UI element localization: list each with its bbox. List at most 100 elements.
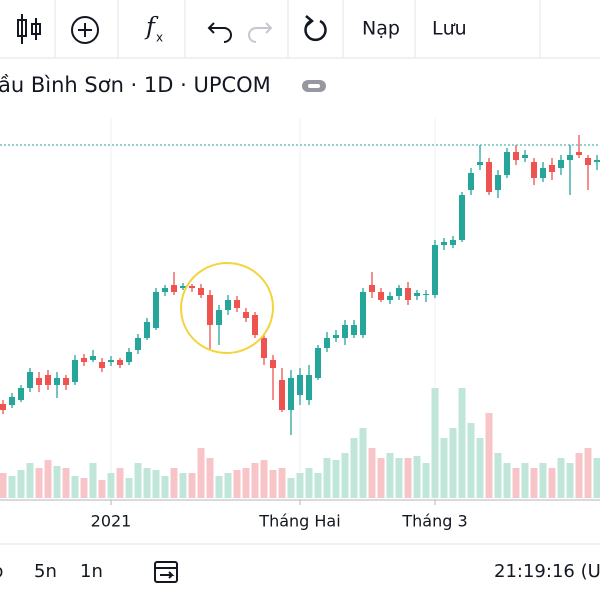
candle-body <box>360 292 366 335</box>
candle-body <box>63 378 69 385</box>
candle-body <box>252 315 258 335</box>
range-button[interactable]: 5n <box>34 561 57 582</box>
candle-body <box>261 338 267 358</box>
x-tick-label: Tháng 3 <box>401 512 467 531</box>
candle-body <box>468 173 474 190</box>
volume-bar <box>116 468 124 498</box>
volume-bar <box>278 468 286 498</box>
reset-button[interactable] <box>304 15 327 42</box>
candle-body <box>243 312 249 318</box>
volume-bar <box>53 466 61 498</box>
candle-body <box>27 372 33 388</box>
volume-bar <box>323 458 331 498</box>
candle-body <box>423 294 429 295</box>
load-button[interactable]: Nạp <box>362 18 400 40</box>
volume-bar <box>440 438 448 498</box>
volume-bar <box>341 453 349 498</box>
volume-bar <box>449 428 457 498</box>
candle-body <box>45 375 51 385</box>
volume-bar <box>71 476 79 498</box>
candle-body <box>432 245 438 295</box>
volume-bar <box>107 473 115 498</box>
volume-bar <box>215 476 223 498</box>
candle-body <box>135 338 141 350</box>
candle-body <box>405 288 411 300</box>
volume-bar <box>287 478 295 498</box>
volume-bar <box>224 473 232 498</box>
candle-body <box>558 160 564 168</box>
candle-body <box>54 378 60 385</box>
candle-body <box>540 168 546 178</box>
candle-body <box>531 162 537 178</box>
volume-bar <box>476 438 484 498</box>
candle-body <box>153 292 159 328</box>
volume-bar <box>539 463 547 498</box>
candle-body <box>567 155 573 160</box>
volume-bar <box>503 463 511 498</box>
candle-body <box>207 295 213 325</box>
candle-body <box>216 310 222 325</box>
candle-body <box>549 165 555 172</box>
candle-body <box>126 352 132 362</box>
candle-body <box>297 375 303 395</box>
candle-body <box>288 378 294 410</box>
x-tick-label: Tháng Hai <box>258 512 340 531</box>
candle-body <box>108 360 114 362</box>
volume-bar <box>161 476 169 498</box>
volume-bar <box>170 468 178 498</box>
candle-body <box>18 388 24 400</box>
candle-body <box>36 378 42 385</box>
volume-bar <box>125 478 133 498</box>
volume-bar <box>377 458 385 498</box>
svg-text:x: x <box>156 31 163 45</box>
candle-body <box>324 338 330 348</box>
volume-bar <box>62 468 70 498</box>
candle-body <box>522 155 528 158</box>
volume-bar <box>557 458 565 498</box>
candle-body <box>594 160 600 162</box>
volume-bar <box>8 476 16 498</box>
candle-body <box>270 360 276 368</box>
volume-bar <box>26 463 34 498</box>
goto-date-button[interactable] <box>154 561 178 583</box>
volume-bar <box>98 480 106 498</box>
volume-bar <box>584 448 592 498</box>
candle-body <box>306 375 312 400</box>
volume-bar <box>521 463 529 498</box>
volume-bar <box>197 448 205 498</box>
candle-body <box>396 288 402 296</box>
volume-bar <box>0 473 7 498</box>
redo-button[interactable] <box>248 22 273 43</box>
volume-bar <box>35 468 43 498</box>
candle-body <box>387 296 393 300</box>
volume-bar <box>179 473 187 498</box>
clock: 21:19:16 (U <box>494 561 600 582</box>
candle-body <box>585 158 591 165</box>
candle-body <box>81 358 87 362</box>
candle-body <box>495 175 501 190</box>
candle-body <box>171 285 177 292</box>
undo-button[interactable] <box>207 22 232 43</box>
volume-bar <box>305 468 313 498</box>
range-button[interactable]: p <box>0 561 3 582</box>
candle-body <box>342 325 348 338</box>
range-button[interactable]: 1n <box>80 561 103 582</box>
volume-bar <box>548 468 556 498</box>
volume-bar <box>332 460 340 498</box>
volume-bar <box>242 468 250 498</box>
candle-body <box>144 322 150 338</box>
save-button[interactable]: Lưu <box>432 18 467 40</box>
candle-body <box>333 335 339 338</box>
candle-body <box>234 300 240 308</box>
candle-style-button[interactable] <box>17 14 41 44</box>
candle-body <box>351 325 357 335</box>
candle-body <box>90 356 96 360</box>
volume-bar <box>233 470 241 498</box>
volume-bar <box>485 413 493 498</box>
add-button[interactable] <box>71 16 99 44</box>
volume-bar <box>359 428 367 498</box>
volume-bar <box>593 458 600 498</box>
indicators-button[interactable]: f x <box>144 13 163 45</box>
toolbar: f x Nạp Lưu <box>0 0 600 59</box>
candle-body <box>477 162 483 165</box>
